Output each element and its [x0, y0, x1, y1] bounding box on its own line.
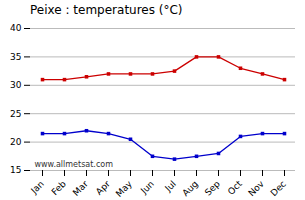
- svg-text:Nov: Nov: [246, 178, 266, 198]
- svg-text:30: 30: [10, 80, 22, 90]
- svg-text:15: 15: [10, 165, 21, 175]
- svg-text:Jul: Jul: [162, 179, 177, 194]
- svg-text:40: 40: [10, 23, 22, 33]
- svg-text:20: 20: [10, 137, 22, 147]
- svg-text:www.allmetsat.com: www.allmetsat.com: [35, 160, 114, 169]
- svg-text:Dec: Dec: [269, 179, 288, 198]
- svg-text:25: 25: [10, 109, 21, 119]
- svg-text:Apr: Apr: [94, 179, 112, 197]
- svg-text:Jun: Jun: [138, 179, 156, 197]
- svg-text:Oct: Oct: [226, 178, 244, 196]
- svg-text:Aug: Aug: [180, 179, 200, 199]
- svg-text:35: 35: [10, 52, 21, 62]
- svg-text:Sep: Sep: [203, 179, 222, 198]
- html-text:Peixe : temperatures (°C): Peixe : temperatures (°C): [30, 3, 183, 17]
- svg-text:Jan: Jan: [28, 179, 46, 197]
- svg-text:Feb: Feb: [50, 179, 69, 198]
- svg-text:May: May: [114, 178, 135, 199]
- svg-text:Mar: Mar: [71, 178, 90, 197]
